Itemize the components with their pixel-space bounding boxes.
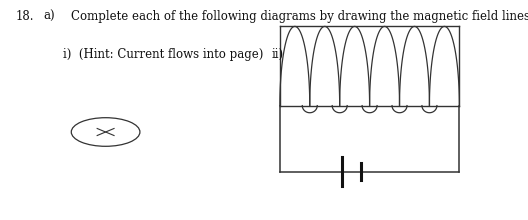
Text: a): a) xyxy=(43,10,55,23)
Text: Complete each of the following diagrams by drawing the magnetic field lines.: Complete each of the following diagrams … xyxy=(71,10,528,23)
Text: i)  (Hint: Current flows into page): i) (Hint: Current flows into page) xyxy=(63,48,263,61)
Text: 18.: 18. xyxy=(16,10,34,23)
Text: ii): ii) xyxy=(272,48,284,61)
